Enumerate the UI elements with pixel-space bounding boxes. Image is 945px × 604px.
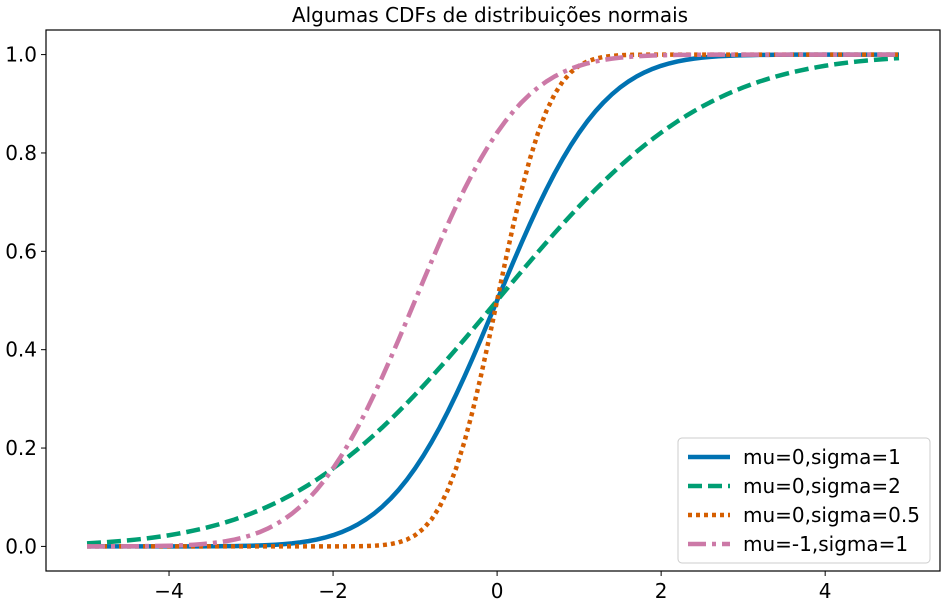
x-tick-label: −4: [154, 579, 183, 603]
y-tick-label: 0.2: [5, 436, 37, 460]
series-lines: [86, 52, 900, 549]
y-tick-label: 0.6: [5, 239, 37, 263]
series-line-2: [87, 52, 899, 549]
x-tick-label: 2: [655, 579, 668, 603]
series-line-0: [87, 52, 899, 549]
axes: −4 −2 0 2 4 0.0 0.2 0.4 0.6 0.8 1.0: [5, 29, 941, 603]
series-line-1: [86, 55, 900, 546]
chart-title: Algumas CDFs de distribuições normais: [292, 3, 688, 27]
x-tick-label: 0: [491, 579, 504, 603]
series-line-3: [87, 52, 899, 549]
legend-label-2: mu=0,sigma=0.5: [743, 503, 920, 527]
legend-label-3: mu=-1,sigma=1: [743, 532, 908, 556]
x-tick-label: 4: [819, 579, 832, 603]
legend: mu=0,sigma=1 mu=0,sigma=2 mu=0,sigma=0.5 mu…: [677, 437, 931, 564]
y-tick-label: 0.8: [5, 141, 37, 165]
y-tick-label: 0.0: [5, 534, 37, 558]
legend-label-1: mu=0,sigma=2: [743, 474, 901, 498]
x-tick-label: −2: [318, 579, 347, 603]
y-tick-label: 1.0: [5, 43, 37, 67]
y-tick-label: 0.4: [5, 338, 37, 362]
legend-label-0: mu=0,sigma=1: [743, 445, 901, 469]
plot-frame: [45, 29, 941, 572]
legend-box: [677, 437, 931, 564]
